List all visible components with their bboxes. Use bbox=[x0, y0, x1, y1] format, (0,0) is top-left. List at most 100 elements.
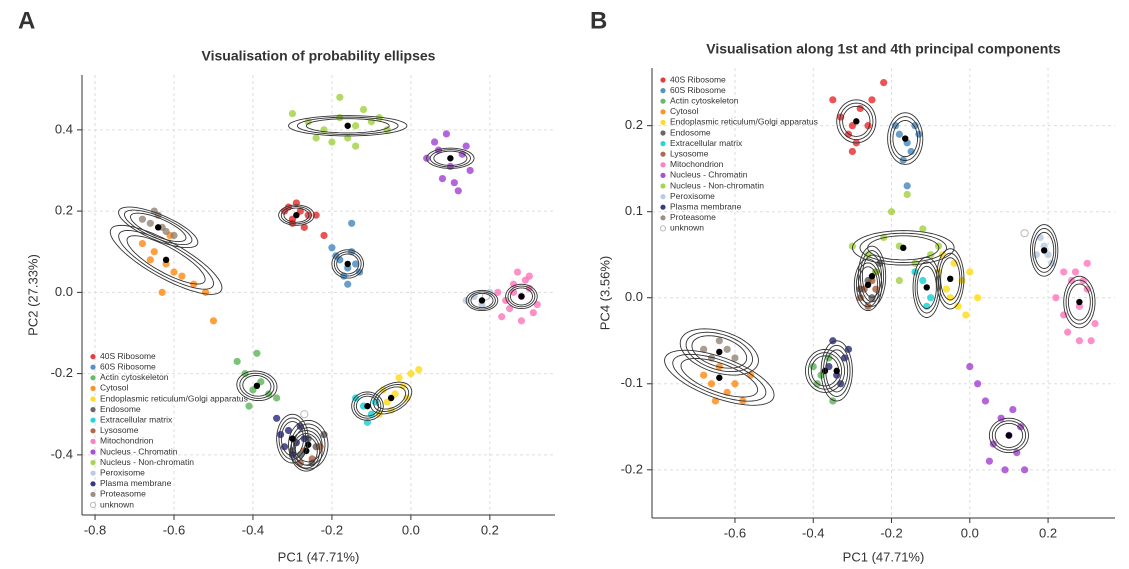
x-tick-label: -0.6 bbox=[724, 525, 746, 540]
legend-swatch bbox=[90, 470, 96, 476]
point bbox=[887, 208, 896, 216]
legend-label: 40S Ribosome bbox=[100, 351, 156, 361]
point bbox=[170, 268, 178, 276]
cluster-center bbox=[864, 281, 872, 289]
legend-label: 40S Ribosome bbox=[670, 74, 726, 84]
ellipse bbox=[290, 430, 323, 472]
ellipse bbox=[118, 230, 214, 290]
ellipse bbox=[842, 105, 871, 137]
ellipse bbox=[691, 335, 748, 369]
point bbox=[146, 219, 154, 227]
point bbox=[1020, 466, 1029, 474]
point bbox=[919, 225, 927, 233]
ellipse bbox=[836, 99, 877, 144]
point bbox=[517, 317, 526, 325]
cluster-center bbox=[902, 135, 909, 142]
ellipse bbox=[426, 147, 475, 169]
point bbox=[300, 410, 309, 419]
point bbox=[1087, 337, 1095, 345]
point bbox=[864, 251, 872, 259]
ellipse bbox=[507, 285, 536, 308]
cluster-center bbox=[923, 284, 930, 291]
point bbox=[442, 130, 451, 138]
legend-swatch bbox=[660, 204, 666, 210]
ellipse bbox=[855, 262, 881, 308]
ellipse bbox=[936, 248, 965, 310]
point bbox=[146, 256, 154, 264]
ellipse bbox=[988, 417, 1029, 454]
point bbox=[985, 457, 993, 465]
y-tick-label: 0.0 bbox=[625, 289, 643, 304]
point bbox=[138, 240, 147, 248]
ellipse bbox=[278, 417, 307, 460]
cluster-center bbox=[868, 273, 876, 280]
ellipse bbox=[468, 291, 496, 310]
y-tick-label: -0.1 bbox=[621, 375, 643, 390]
ellipse bbox=[916, 265, 937, 309]
point bbox=[829, 96, 837, 104]
legend-label: Nucleus - Chromatin bbox=[100, 446, 178, 456]
point bbox=[895, 276, 903, 285]
point bbox=[273, 414, 281, 422]
legend-label: Nucleus - Chromatin bbox=[670, 170, 748, 180]
legend-swatch bbox=[660, 162, 666, 168]
legend-label: unknown bbox=[670, 223, 704, 233]
point bbox=[138, 215, 147, 223]
point bbox=[170, 231, 178, 240]
point bbox=[1071, 268, 1080, 276]
panel-label: B bbox=[590, 7, 607, 34]
ellipse bbox=[370, 381, 413, 415]
point bbox=[715, 337, 723, 345]
legend-label: Nucleus - Non-chromatin bbox=[670, 180, 764, 190]
cluster-center bbox=[518, 293, 525, 300]
legend-swatch bbox=[660, 151, 666, 157]
point bbox=[288, 109, 297, 118]
point bbox=[209, 317, 218, 325]
legend-swatch bbox=[90, 481, 96, 487]
point bbox=[880, 79, 888, 87]
ellipse bbox=[429, 149, 471, 168]
point bbox=[312, 134, 320, 142]
point bbox=[383, 126, 391, 134]
ellipse bbox=[278, 204, 315, 226]
legend-swatch bbox=[660, 183, 666, 189]
chart-title: Visualisation along 1st and 4th principa… bbox=[706, 41, 1061, 57]
ellipse bbox=[1067, 283, 1091, 321]
ellipse bbox=[1030, 224, 1059, 277]
cluster-center bbox=[716, 348, 723, 356]
point bbox=[711, 397, 720, 405]
point bbox=[1083, 259, 1091, 267]
ellipse bbox=[1065, 279, 1094, 325]
ellipse bbox=[914, 261, 939, 314]
point bbox=[320, 126, 328, 134]
ellipse bbox=[355, 395, 379, 417]
legend-label: Cytosol bbox=[100, 383, 128, 393]
ellipse bbox=[820, 340, 853, 402]
legend-label: Extracellular matrix bbox=[670, 138, 743, 148]
point bbox=[954, 302, 962, 310]
point bbox=[919, 276, 927, 285]
x-tick-label: 0.0 bbox=[961, 525, 979, 540]
cluster-center bbox=[716, 374, 723, 381]
legend-swatch bbox=[660, 130, 666, 136]
legend-swatch bbox=[660, 194, 666, 200]
point bbox=[1017, 423, 1025, 431]
x-axis-label: PC1 (47.71%) bbox=[843, 549, 925, 564]
legend-swatch bbox=[90, 364, 96, 370]
point bbox=[723, 345, 731, 353]
cluster-center bbox=[344, 122, 351, 129]
ellipse bbox=[664, 349, 775, 406]
point bbox=[529, 309, 537, 317]
panel-label: A bbox=[18, 7, 35, 34]
point bbox=[895, 130, 903, 138]
cluster-center bbox=[1040, 247, 1048, 254]
y-tick-label: -0.2 bbox=[621, 461, 643, 476]
ellipse bbox=[889, 116, 921, 161]
ellipse bbox=[1034, 231, 1055, 269]
cluster-center bbox=[293, 211, 300, 219]
point bbox=[525, 272, 533, 280]
ellipse bbox=[857, 245, 887, 307]
ellipse bbox=[276, 413, 309, 464]
legend-label: Actin cytoskeleton bbox=[670, 95, 739, 105]
